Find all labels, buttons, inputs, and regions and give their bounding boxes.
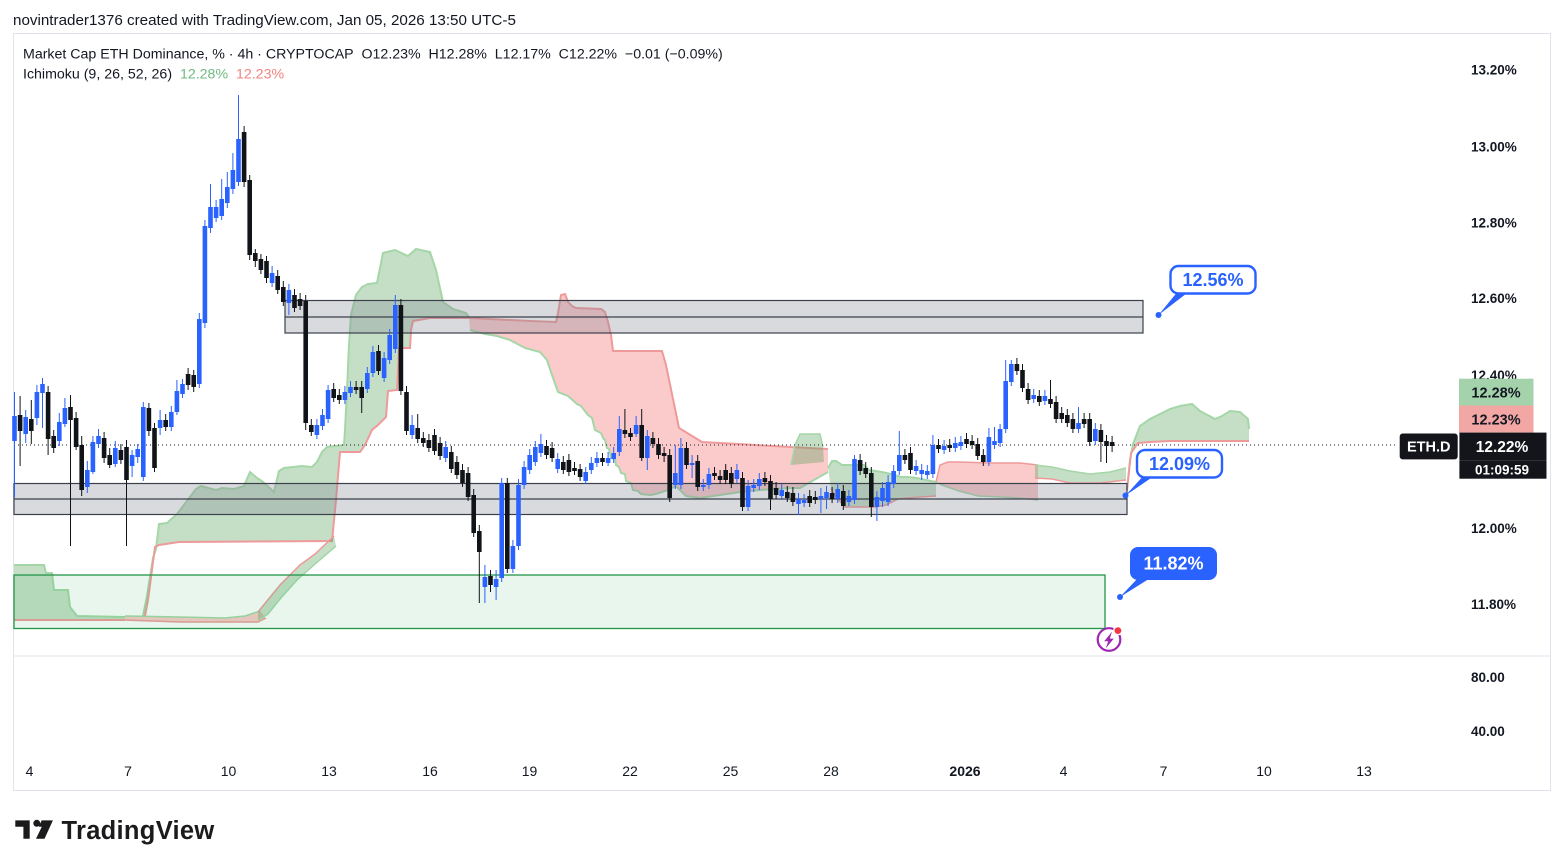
svg-text:12.00%: 12.00% xyxy=(1471,521,1517,536)
svg-text:11.82%: 11.82% xyxy=(1143,554,1203,574)
svg-text:40.00: 40.00 xyxy=(1471,724,1505,739)
svg-text:12.60%: 12.60% xyxy=(1471,291,1517,306)
svg-text:22: 22 xyxy=(622,763,638,779)
svg-text:28: 28 xyxy=(823,763,839,779)
svg-text:Ichimoku (9, 26, 52, 26) 12.2: Ichimoku (9, 26, 52, 26) 12.28% 12.23% xyxy=(23,67,284,83)
svg-text:13: 13 xyxy=(321,763,337,779)
svg-text:10: 10 xyxy=(221,763,237,779)
svg-text:4: 4 xyxy=(1060,763,1068,779)
svg-text:TradingView: TradingView xyxy=(62,817,215,845)
svg-text:2026: 2026 xyxy=(949,763,980,779)
svg-text:13: 13 xyxy=(1356,763,1372,779)
svg-text:7: 7 xyxy=(124,763,132,779)
svg-text:Market Cap ETH Dominance, % ·: Market Cap ETH Dominance, % · 4h · CRYPT… xyxy=(23,47,723,63)
svg-text:12.22%: 12.22% xyxy=(1476,439,1529,456)
svg-text:80.00: 80.00 xyxy=(1471,670,1505,685)
svg-text:01:09:59: 01:09:59 xyxy=(1475,463,1529,478)
svg-text:19: 19 xyxy=(522,763,538,779)
svg-text:novintrader1376 created with T: novintrader1376 created with TradingView… xyxy=(13,12,516,29)
svg-text:12.28%: 12.28% xyxy=(1471,386,1520,402)
svg-text:12.09%: 12.09% xyxy=(1149,454,1210,474)
svg-text:4: 4 xyxy=(26,763,34,779)
svg-text:12.80%: 12.80% xyxy=(1471,215,1517,230)
svg-text:12.56%: 12.56% xyxy=(1182,270,1243,290)
svg-text:10: 10 xyxy=(1256,763,1272,779)
svg-text:16: 16 xyxy=(422,763,438,779)
svg-text:ETH.D: ETH.D xyxy=(1407,440,1451,456)
svg-text:13.20%: 13.20% xyxy=(1471,62,1517,77)
svg-text:12.23%: 12.23% xyxy=(1471,413,1520,429)
svg-text:25: 25 xyxy=(723,763,739,779)
svg-text:11.80%: 11.80% xyxy=(1471,597,1516,612)
svg-text:7: 7 xyxy=(1160,763,1168,779)
svg-text:13.00%: 13.00% xyxy=(1471,139,1517,154)
